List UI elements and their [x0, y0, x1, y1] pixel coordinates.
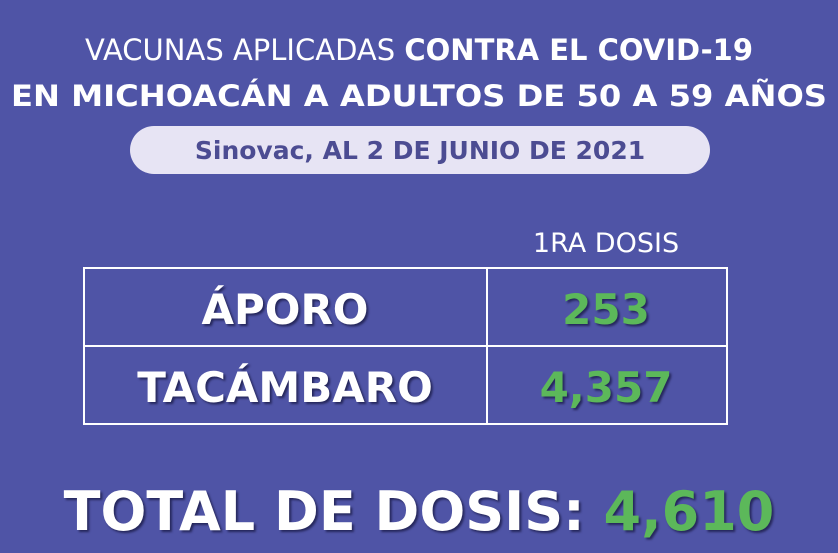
title-bold: CONTRA EL COVID-19	[404, 33, 753, 67]
column-header: 1RA DOSIS	[533, 228, 679, 259]
total-label: TOTAL DE DOSIS:	[64, 480, 585, 543]
title-line-1: VACUNAS APLICADAS CONTRA EL COVID-19	[85, 33, 753, 67]
total-value: 4,610	[604, 480, 775, 543]
title-regular: VACUNAS APLICADAS	[85, 33, 395, 67]
row-value: 253	[562, 285, 650, 334]
subtitle: Sinovac, AL 2 DE JUNIO DE 2021	[195, 136, 645, 165]
row-label: TACÁMBARO	[137, 362, 433, 412]
subtitle-pill	[130, 126, 710, 174]
total: TOTAL DE DOSIS: 4,610	[64, 480, 775, 543]
row-value: 4,357	[540, 363, 673, 412]
title-line-2: EN MICHOACÁN A ADULTOS DE 50 A 59 AÑOS	[11, 79, 827, 113]
row-label: ÁPORO	[201, 284, 368, 334]
table-grid	[83, 267, 728, 425]
